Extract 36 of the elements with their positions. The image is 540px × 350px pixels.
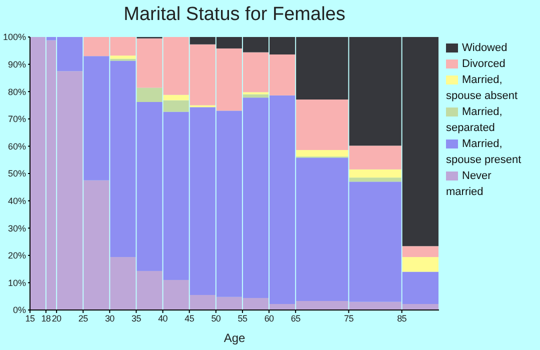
x-tick-label: 18 [41, 313, 51, 324]
x-tick-label: 20 [52, 313, 62, 324]
x-tick-label: 40 [158, 313, 168, 324]
y-tick-label: 50% [8, 168, 26, 179]
bar [242, 94, 269, 98]
legend-label: Never married [446, 170, 492, 198]
x-tick-label: 50 [211, 313, 221, 324]
y-tick-label: 60% [8, 141, 26, 152]
x-tick-label: 85 [397, 313, 407, 324]
x-axis-title: Age [224, 331, 246, 345]
bar [163, 94, 189, 100]
y-tick-label: 40% [8, 196, 26, 206]
bar [110, 56, 136, 59]
legend-label: Married, spouse present [446, 138, 522, 166]
y-tick-label: 100% [2, 32, 26, 42]
legend-label: Widowed [462, 42, 508, 54]
legend-label: Divorced [462, 58, 506, 70]
x-tick-label: 45 [184, 313, 194, 324]
x-tick-label: 35 [132, 313, 142, 324]
y-tick-label: 90% [8, 59, 26, 70]
y-tick-label: 80% [8, 86, 26, 97]
x-tick-label: 30 [104, 313, 115, 324]
x-tick-label: 25 [78, 313, 88, 324]
x-tick-label: 75 [344, 313, 354, 324]
x-tick-label: 55 [238, 313, 248, 324]
y-tick-label: 20% [8, 250, 26, 261]
chart-title: Marital Status for Females [122, 4, 346, 26]
x-tick-label: 65 [290, 313, 301, 324]
x-tick-label: 15 [25, 313, 35, 324]
y-tick-label: 30% [8, 223, 26, 234]
x-tick-label: 60 [264, 313, 274, 324]
legend-label: Married, separated [446, 106, 502, 134]
y-tick-label: 10% [8, 278, 26, 288]
y-tick-label: 0% [12, 305, 26, 316]
legend-label: Married, spouse absent [446, 74, 518, 102]
y-tick-label: 70% [8, 114, 26, 124]
